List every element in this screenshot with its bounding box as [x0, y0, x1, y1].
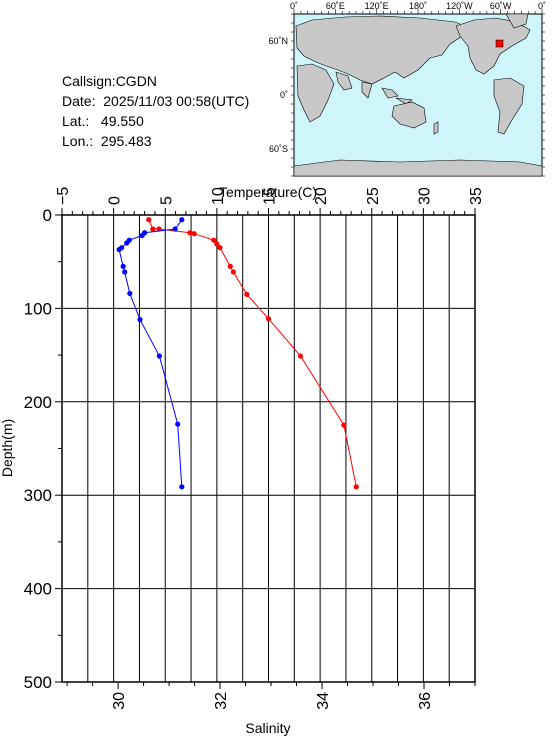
- temperature-tick-label: 10: [210, 187, 227, 205]
- north-america-shape: [455, 17, 531, 75]
- longitude-text: Lon.: 295.483: [62, 133, 152, 149]
- temperature-tick-label: 35: [468, 187, 485, 205]
- map-latitude-label: 60˚S: [269, 144, 288, 154]
- temperature-profile-line: [148, 219, 357, 487]
- temperature-point: [217, 245, 223, 251]
- salinity-point: [179, 484, 185, 490]
- station-marker: [495, 39, 504, 48]
- temperature-point: [146, 217, 152, 223]
- salinity-tick-label: 34: [315, 692, 332, 710]
- temperature-point: [227, 263, 233, 269]
- antarctica-shape: [293, 159, 543, 177]
- depth-tick-label: 100: [24, 299, 52, 318]
- salinity-point: [127, 290, 133, 297]
- salinity-point: [172, 226, 178, 232]
- map-longitude-label: 60˚W: [490, 1, 512, 11]
- salinity-point: [120, 263, 126, 269]
- map-longitude-label: 60˚E: [326, 1, 345, 11]
- depth-tick-label: 200: [24, 393, 52, 412]
- map-latitude-label: 60˚N: [268, 36, 288, 46]
- temperature-point: [265, 316, 272, 322]
- salinity-point: [122, 269, 128, 275]
- date-text: Date: 2025/11/03 00:58(UTC): [62, 93, 250, 109]
- latitude-text: Lat.: 49.550: [62, 113, 144, 129]
- temperature-point: [214, 241, 220, 247]
- temperature-point: [187, 230, 193, 236]
- temperature-point: [297, 353, 304, 359]
- indonesia-shape: [381, 87, 413, 105]
- temperature-tick-label: 5: [158, 196, 175, 205]
- map-landmasses: [293, 13, 543, 177]
- temperature-tick-label: 0: [107, 196, 124, 205]
- salinity-point: [179, 217, 185, 223]
- salinity-tick-label: 30: [111, 692, 128, 710]
- new-zealand-shape: [433, 121, 439, 135]
- depth-tick-label: 0: [43, 206, 52, 225]
- temperature-tick-label: 20: [313, 187, 330, 205]
- depth-axis-label: Depth(m): [0, 419, 15, 477]
- salinity-axis-label: Salinity: [245, 720, 290, 736]
- map-longitude-label: 180˚: [409, 1, 427, 11]
- temperature-tick-label: 30: [416, 187, 433, 205]
- salinity-axis: 30 32 34 36: [66, 682, 476, 710]
- temperature-point: [341, 422, 347, 428]
- temperature-tick-label: 25: [365, 187, 382, 205]
- salinity-point: [116, 246, 122, 253]
- salinity-tick-label: 32: [213, 692, 230, 710]
- map-frame-ticks: [291, 9, 545, 177]
- temperature-axis: −5 0 5 10 15 20 25 30 35: [55, 187, 485, 215]
- temperature-axis-label: Temperature(C): [219, 184, 317, 200]
- salinity-point: [124, 240, 130, 246]
- map-longitude-label: 0˚: [538, 1, 546, 11]
- salinity-point: [139, 232, 145, 239]
- temperature-point: [150, 226, 156, 232]
- temperature-point: [244, 291, 250, 297]
- eurasia-shape: [295, 15, 471, 85]
- temperature-tick-label: −5: [55, 187, 72, 205]
- map-longitude-label: 0˚: [290, 1, 298, 11]
- depth-axis: 0 100 200 300 400 500: [24, 206, 62, 692]
- salinity-profile-line: [118, 219, 183, 487]
- australia-shape: [391, 101, 427, 129]
- temperature-point: [211, 237, 217, 243]
- callsign-text: Callsign:CGDN: [62, 73, 157, 89]
- chart-grid: [61, 214, 476, 683]
- depth-tick-label: 300: [24, 486, 52, 505]
- salinity-point: [137, 317, 143, 323]
- map-longitude-label: 120˚W: [446, 1, 473, 11]
- map-latitude-label: 0˚: [280, 90, 288, 100]
- salinity-tick-label: 36: [417, 692, 434, 710]
- temperature-tick-label: 15: [262, 187, 279, 205]
- data-series: [116, 217, 359, 490]
- salinity-point: [156, 353, 162, 359]
- arabia-india-shape: [335, 71, 373, 99]
- depth-tick-label: 500: [24, 673, 52, 692]
- salinity-point: [175, 421, 181, 427]
- temperature-point: [191, 231, 197, 237]
- world-map: 0˚ 60˚E 120˚E 180˚ 120˚W 60˚W 0˚ 60˚N 0˚ 60˚S: [268, 1, 546, 177]
- south-america-shape: [493, 77, 525, 135]
- greenland-shape: [505, 13, 529, 29]
- temperature-point: [230, 269, 236, 275]
- africa-shape: [296, 63, 335, 123]
- temperature-point: [353, 484, 359, 490]
- depth-tick-label: 400: [24, 580, 52, 599]
- map-longitude-label: 120˚E: [365, 1, 389, 11]
